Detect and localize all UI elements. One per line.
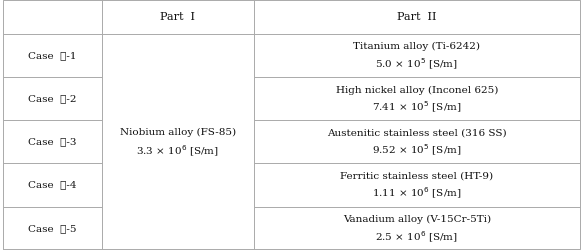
Text: 5.0 × 10$^{5}$ [S/m]: 5.0 × 10$^{5}$ [S/m]: [375, 56, 458, 72]
Text: Niobium alloy (FS-85): Niobium alloy (FS-85): [120, 128, 236, 137]
Text: Titanium alloy (Ti-6242): Titanium alloy (Ti-6242): [353, 42, 480, 51]
Text: Ferritic stainless steel (HT-9): Ferritic stainless steel (HT-9): [340, 172, 493, 181]
Text: 1.11 × 10$^{6}$ [S/m]: 1.11 × 10$^{6}$ [S/m]: [372, 186, 462, 202]
Text: Case  라-4: Case 라-4: [28, 180, 77, 190]
Text: Austenitic stainless steel (316 SS): Austenitic stainless steel (316 SS): [327, 129, 507, 138]
Text: 7.41 × 10$^{5}$ [S/m]: 7.41 × 10$^{5}$ [S/m]: [372, 100, 462, 115]
Text: 3.3 × 10$^{6}$ [S/m]: 3.3 × 10$^{6}$ [S/m]: [136, 144, 219, 159]
Text: Case  라-2: Case 라-2: [28, 94, 77, 103]
Text: Vanadium alloy (V-15Cr-5Ti): Vanadium alloy (V-15Cr-5Ti): [343, 215, 491, 224]
Text: 2.5 × 10$^{6}$ [S/m]: 2.5 × 10$^{6}$ [S/m]: [375, 230, 458, 245]
Text: Case  라-3: Case 라-3: [28, 138, 77, 146]
Text: 9.52 × 10$^{5}$ [S/m]: 9.52 × 10$^{5}$ [S/m]: [372, 143, 462, 158]
Text: Case  라-5: Case 라-5: [28, 224, 77, 233]
Text: Part  I: Part I: [160, 12, 195, 22]
Text: High nickel alloy (Inconel 625): High nickel alloy (Inconel 625): [336, 86, 498, 94]
Text: Part  II: Part II: [397, 12, 437, 22]
Text: Case  라-1: Case 라-1: [28, 51, 77, 60]
